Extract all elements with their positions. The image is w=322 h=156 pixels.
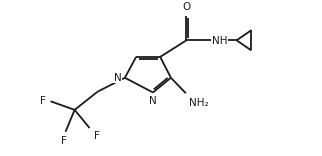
Text: F: F (40, 96, 46, 106)
Text: N: N (114, 73, 122, 83)
Text: O: O (182, 2, 191, 12)
Text: NH₂: NH₂ (189, 98, 208, 108)
Text: F: F (61, 136, 67, 146)
Text: N: N (149, 96, 157, 107)
Text: NH: NH (212, 36, 228, 46)
Text: F: F (94, 131, 99, 141)
